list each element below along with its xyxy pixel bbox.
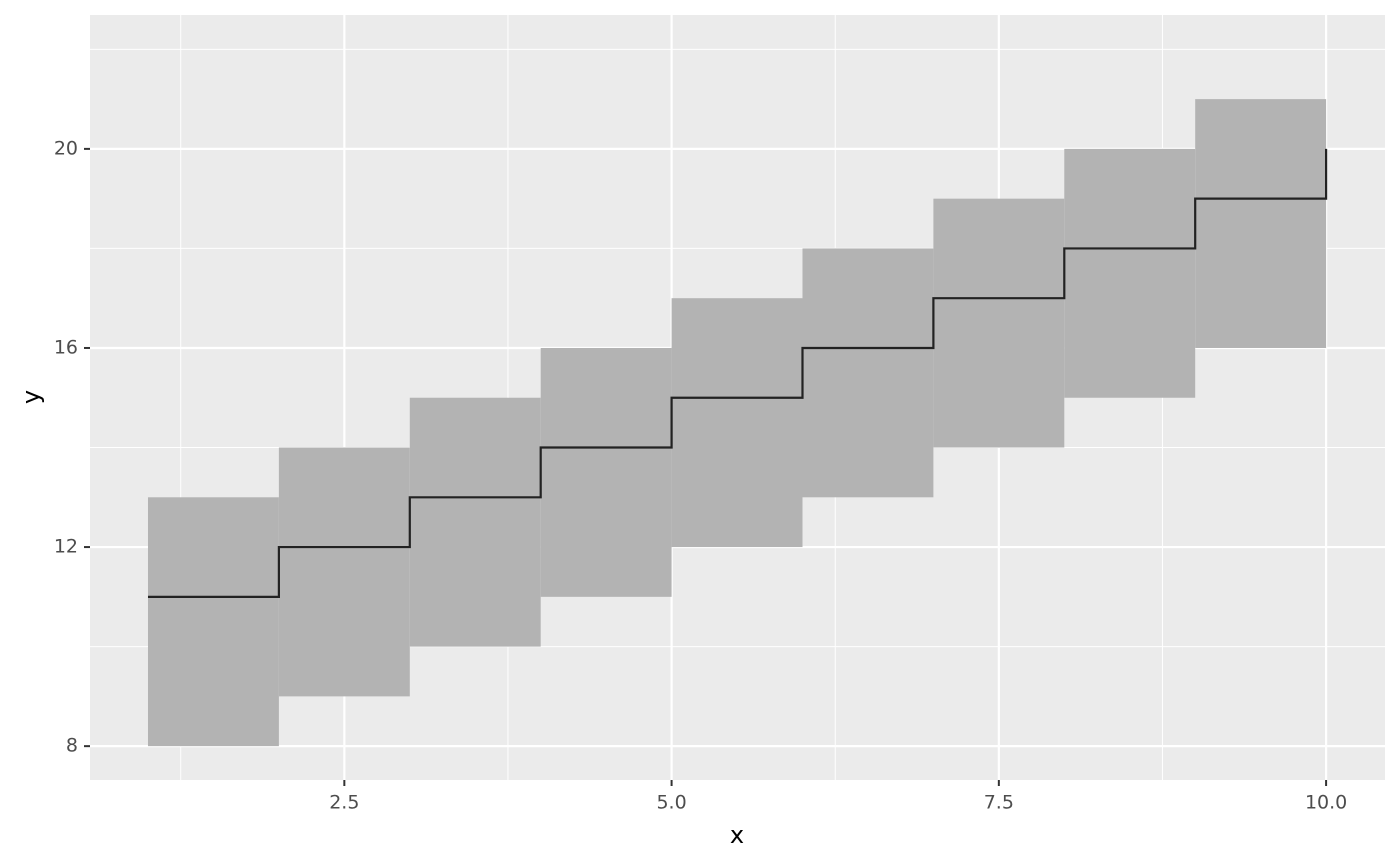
y-axis-title: y <box>17 390 45 404</box>
step-line <box>147 148 1328 598</box>
ribbon-step <box>933 198 1065 448</box>
x-tick-label: 2.5 <box>329 792 359 814</box>
ribbon-step <box>802 248 934 498</box>
ribbon-step <box>540 347 672 597</box>
ribbon-step <box>1195 99 1327 348</box>
y-tick-label: 12 <box>54 536 78 558</box>
x-tick-label: 7.5 <box>984 792 1014 814</box>
x-axis-title: x <box>730 821 744 849</box>
ribbon-step <box>147 497 279 747</box>
y-tick-label: 16 <box>54 336 78 358</box>
ribbon-step <box>1064 148 1196 398</box>
ribbon-step <box>409 397 541 647</box>
ribbon-step <box>278 447 410 697</box>
y-tick-label: 20 <box>54 137 78 159</box>
ribbon-step <box>671 298 803 548</box>
x-tick-label: 10.0 <box>1305 792 1347 814</box>
y-tick-label: 8 <box>66 735 78 757</box>
x-tick-label: 5.0 <box>656 792 686 814</box>
